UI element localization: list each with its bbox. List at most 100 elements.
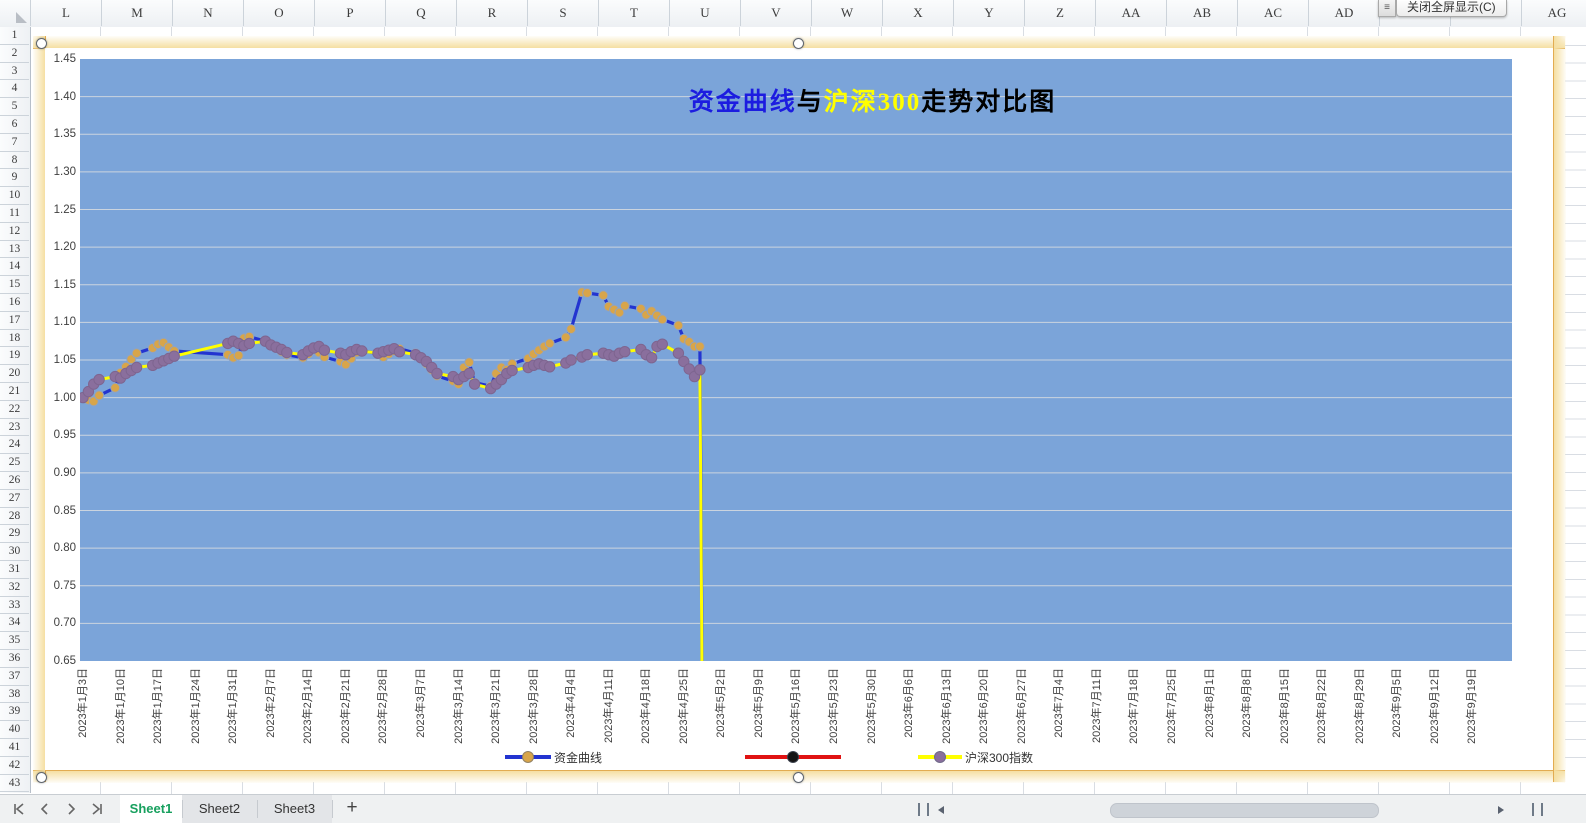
first-sheet-icon[interactable] (8, 799, 30, 819)
sheet-tab-Sheet3[interactable]: Sheet3 (273, 801, 316, 816)
row-header-40[interactable]: 40 (0, 721, 29, 739)
data-point[interactable] (94, 390, 105, 401)
data-point[interactable] (356, 345, 368, 357)
row-header-24[interactable]: 24 (0, 436, 29, 455)
selection-handle-top-left[interactable] (35, 37, 47, 49)
sheet-tab-Sheet1[interactable]: Sheet1 (120, 795, 182, 823)
row-header-37[interactable]: 37 (0, 668, 29, 686)
data-point[interactable] (281, 346, 293, 359)
selection-handle-bottom-left[interactable] (35, 771, 47, 783)
column-header-V[interactable]: V (740, 0, 811, 26)
row-header-32[interactable]: 32 (0, 579, 29, 597)
row-header-13[interactable]: 13 (0, 241, 29, 259)
column-header-S[interactable]: S (527, 0, 598, 26)
row-header-7[interactable]: 7 (0, 134, 29, 152)
data-point[interactable] (131, 348, 142, 359)
selection-handle-top-center[interactable] (792, 37, 804, 49)
column-header-AA[interactable]: AA (1095, 0, 1166, 26)
legend-item-unnamed[interactable] (745, 750, 841, 764)
data-point[interactable] (673, 320, 684, 331)
legend-item-资金曲线[interactable]: 资金曲线 (505, 750, 602, 765)
row-header-41[interactable]: 41 (0, 739, 29, 757)
column-header-AD[interactable]: AD (1308, 0, 1379, 26)
row-header-31[interactable]: 31 (0, 561, 29, 579)
column-header-U[interactable]: U (669, 0, 740, 26)
data-point[interactable] (582, 288, 593, 298)
row-header-3[interactable]: 3 (0, 63, 29, 81)
row-header-2[interactable]: 2 (0, 45, 29, 63)
row-header-23[interactable]: 23 (0, 419, 29, 437)
data-point[interactable] (598, 290, 609, 301)
column-header-X[interactable]: X (882, 0, 953, 26)
scrollbar-splitter-handle[interactable] (1532, 803, 1543, 816)
hamburger-icon[interactable]: ≡ (1378, 0, 1396, 17)
data-point[interactable] (463, 367, 475, 380)
data-point[interactable] (233, 350, 244, 361)
data-point[interactable] (468, 378, 481, 390)
data-point[interactable] (168, 350, 180, 362)
data-point[interactable] (656, 338, 668, 350)
data-point[interactable] (657, 314, 668, 325)
row-header-10[interactable]: 10 (0, 187, 29, 205)
scroll-right-arrow-icon[interactable] (1498, 806, 1504, 814)
data-point[interactable] (566, 324, 577, 335)
column-header-Y[interactable]: Y (953, 0, 1024, 26)
data-point[interactable] (243, 337, 256, 350)
row-header-34[interactable]: 34 (0, 614, 29, 633)
row-header-5[interactable]: 5 (0, 98, 29, 116)
column-header-M[interactable]: M (101, 0, 172, 26)
row-header-12[interactable]: 12 (0, 223, 29, 241)
select-all-corner[interactable] (0, 0, 31, 26)
tab-splitter-handle[interactable] (918, 803, 929, 816)
row-header-20[interactable]: 20 (0, 365, 29, 383)
row-header-11[interactable]: 11 (0, 205, 29, 223)
column-header-O[interactable]: O (243, 0, 314, 26)
column-header-AG[interactable]: AG (1521, 0, 1586, 26)
row-header-14[interactable]: 14 (0, 258, 29, 277)
scroll-left-arrow-icon[interactable] (938, 806, 944, 814)
close-fullscreen-button[interactable]: 关闭全屏显示(C) (1396, 0, 1507, 17)
previous-sheet-icon[interactable] (34, 799, 56, 819)
row-header-8[interactable]: 8 (0, 152, 29, 170)
row-header-27[interactable]: 27 (0, 490, 29, 508)
data-point[interactable] (672, 347, 685, 359)
column-header-T[interactable]: T (598, 0, 669, 26)
data-point[interactable] (393, 346, 406, 358)
last-sheet-icon[interactable] (86, 799, 108, 819)
row-header-16[interactable]: 16 (0, 294, 29, 312)
data-point[interactable] (694, 364, 706, 376)
row-header-19[interactable]: 19 (0, 347, 29, 366)
data-point[interactable] (581, 349, 593, 361)
column-header-P[interactable]: P (314, 0, 385, 26)
data-point[interactable] (464, 357, 475, 368)
legend-item-沪深300指数[interactable]: 沪深300指数 (918, 750, 1033, 765)
data-point[interactable] (560, 332, 571, 343)
row-header-21[interactable]: 21 (0, 383, 29, 401)
sheet-tab-Sheet2[interactable]: Sheet2 (198, 801, 241, 816)
row-header-28[interactable]: 28 (0, 508, 29, 526)
row-header-38[interactable]: 38 (0, 686, 29, 704)
data-point[interactable] (318, 344, 331, 356)
column-header-Z[interactable]: Z (1024, 0, 1095, 26)
data-point[interactable] (694, 341, 705, 352)
row-header-17[interactable]: 17 (0, 312, 29, 330)
data-point[interactable] (614, 307, 625, 318)
row-header-9[interactable]: 9 (0, 169, 29, 188)
column-header-R[interactable]: R (456, 0, 527, 26)
column-header-AB[interactable]: AB (1166, 0, 1237, 26)
data-point[interactable] (506, 364, 518, 377)
data-point[interactable] (544, 361, 556, 373)
row-header-6[interactable]: 6 (0, 116, 29, 134)
row-header-43[interactable]: 43 (0, 775, 29, 793)
data-point[interactable] (565, 354, 577, 366)
column-header-W[interactable]: W (811, 0, 882, 26)
add-sheet-button[interactable]: + (346, 797, 358, 818)
row-header-22[interactable]: 22 (0, 401, 29, 419)
row-header-25[interactable]: 25 (0, 454, 29, 472)
row-header-4[interactable]: 4 (0, 80, 29, 99)
data-point[interactable] (130, 361, 143, 374)
row-header-35[interactable]: 35 (0, 632, 29, 650)
data-point[interactable] (619, 346, 631, 358)
selection-handle-bottom-center[interactable] (792, 771, 804, 783)
column-header-AC[interactable]: AC (1237, 0, 1308, 26)
